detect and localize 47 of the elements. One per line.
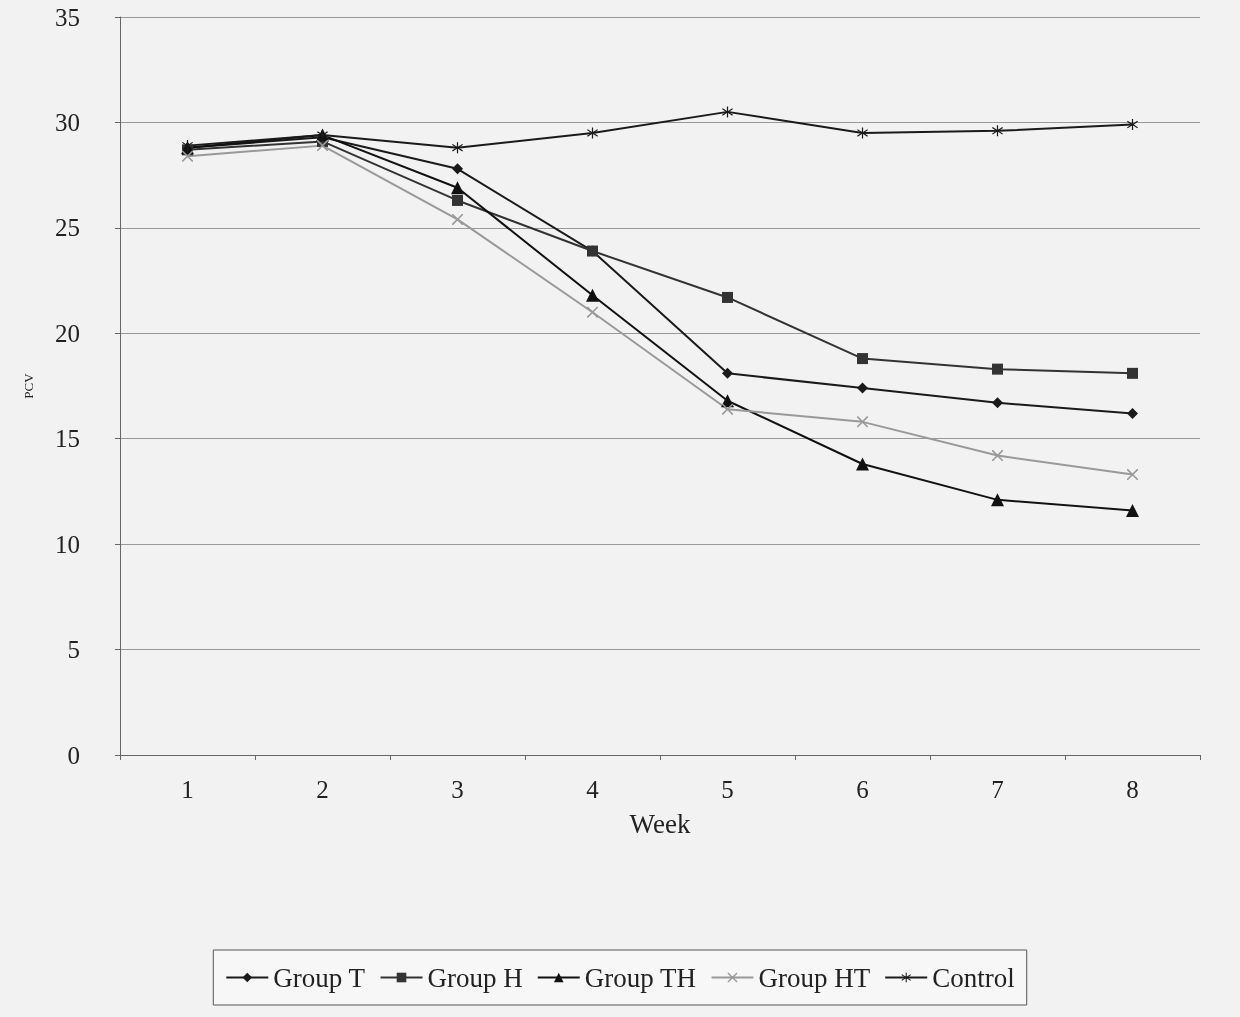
y-tick-label: 10: [55, 530, 80, 558]
y-tick-label: 20: [55, 319, 80, 347]
point: [722, 367, 733, 379]
x-axis-title: Week: [629, 808, 691, 839]
point: [1127, 407, 1138, 419]
y-tick-label: 30: [55, 108, 80, 136]
point: [722, 291, 733, 303]
legend-label: Group HT: [758, 962, 871, 993]
x-tick-label: 5: [721, 776, 734, 803]
y-tick-label: 35: [55, 3, 80, 31]
point: [857, 353, 868, 365]
point: [1126, 503, 1139, 517]
point: [1127, 367, 1138, 379]
point: [856, 457, 869, 471]
y-tick-label: 5: [67, 636, 80, 664]
point: [857, 382, 868, 394]
x-tick-label: 3: [451, 776, 464, 803]
point: [992, 125, 1003, 137]
point: [992, 397, 1003, 409]
y-axis-title: PCV: [21, 372, 36, 399]
y-tick-label: 0: [67, 741, 80, 769]
point: [452, 163, 463, 175]
point: [452, 194, 463, 206]
legend-label: Group H: [427, 962, 523, 993]
point: [587, 127, 598, 139]
x-tick-label: 8: [1126, 776, 1139, 803]
y-tick-label: 15: [55, 425, 80, 453]
x-tick-label: 7: [991, 776, 1004, 803]
point: [992, 450, 1003, 462]
point: [452, 142, 463, 154]
x-tick-label: 1: [181, 776, 194, 803]
x-tick-label: 4: [586, 776, 600, 803]
legend-label: Control: [932, 962, 1015, 993]
point: [722, 106, 733, 118]
x-tick-label: 6: [856, 776, 869, 803]
point: [586, 288, 599, 302]
x-tick-label: 2: [316, 776, 329, 803]
point: [451, 181, 464, 195]
legend-label: Group T: [273, 962, 366, 993]
point: [452, 213, 463, 225]
y-tick-label: 25: [55, 214, 80, 242]
point: [1127, 119, 1138, 131]
point: [991, 493, 1004, 507]
legend-label: Group TH: [584, 962, 696, 993]
point: [857, 127, 868, 139]
point: [992, 363, 1003, 375]
point: [1127, 469, 1138, 481]
